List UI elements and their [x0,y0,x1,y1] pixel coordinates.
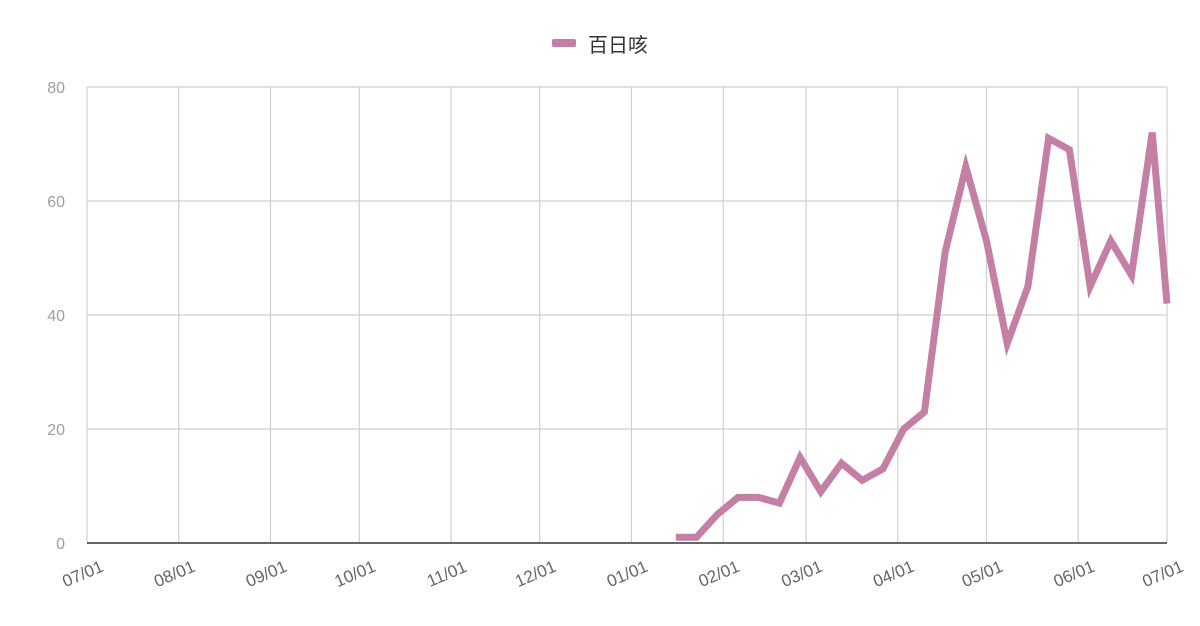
y-axis-tick-labels: 0 20 40 60 80 [47,80,65,553]
x-tick-label: 07/01 [60,557,107,591]
y-tick-label: 0 [56,536,65,553]
x-axis-tick-labels: 07/01 08/01 09/01 10/01 11/01 12/01 01/01 02/01… [60,557,1187,591]
series-line [675,132,1171,541]
series-layer [675,132,1171,541]
y-tick-label: 80 [47,80,65,97]
x-tick-label: 02/01 [696,557,743,591]
x-tick-label: 09/01 [243,557,290,591]
legend[interactable]: 百日咳 [0,26,1200,60]
x-tick-label: 03/01 [779,557,826,591]
x-tick-label: 10/01 [332,557,379,591]
x-tick-label: 11/01 [424,557,469,591]
x-tick-label: 07/01 [1140,557,1187,591]
x-tick-label: 12/01 [512,557,559,591]
x-tick-label: 05/01 [959,557,1006,591]
y-tick-label: 40 [47,308,65,325]
grid-lines [86,86,1168,543]
x-tick-label: 01/01 [604,557,651,591]
x-tick-label: 04/01 [870,557,917,591]
x-tick-label: 06/01 [1051,557,1098,591]
x-tick-label: 08/01 [151,557,198,591]
y-tick-label: 60 [47,194,65,211]
legend-label: 百日咳 [588,32,648,57]
y-tick-label: 20 [47,422,65,439]
legend-swatch [552,39,576,47]
